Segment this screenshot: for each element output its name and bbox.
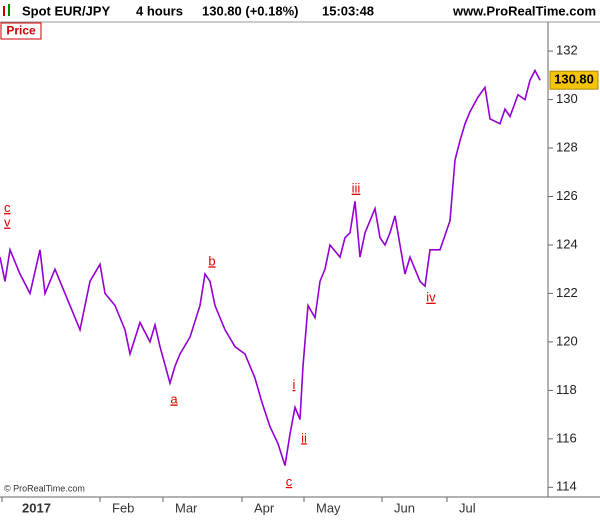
header-bar xyxy=(0,0,600,22)
y-tick-label: 126 xyxy=(556,188,578,203)
y-tick-label: 116 xyxy=(556,430,577,445)
x-tick-label: Mar xyxy=(175,500,198,515)
y-tick-label: 130 xyxy=(556,91,578,106)
y-tick-label: 118 xyxy=(556,382,577,397)
y-tick-label: 128 xyxy=(556,139,578,154)
wave-label: iv xyxy=(426,290,436,305)
price-line xyxy=(0,68,541,466)
panel-label-box xyxy=(0,22,42,40)
icon xyxy=(8,4,10,16)
x-tick-label: Apr xyxy=(254,500,275,515)
wave-label: b xyxy=(208,253,215,268)
y-tick-label: 124 xyxy=(556,236,578,251)
wave-label: c xyxy=(286,474,293,489)
wave-label: a xyxy=(170,391,178,406)
wave-label: ii xyxy=(301,430,307,445)
title: Spot EUR/JPY xyxy=(22,3,110,18)
x-tick-label: Feb xyxy=(112,500,134,515)
icon xyxy=(3,6,5,16)
source: www.ProRealTime.com xyxy=(452,3,596,18)
y-tick-label: 114 xyxy=(556,479,577,494)
time: 15:03:48 xyxy=(322,3,374,18)
x-tick-label: Jul xyxy=(459,500,476,515)
y-tick-label: 120 xyxy=(556,333,578,348)
quote: 130.80 (+0.18%) xyxy=(202,3,298,18)
wave-label: i xyxy=(293,377,296,392)
panel-label: Price xyxy=(6,24,36,38)
last-value-label: 130.80 xyxy=(554,72,594,87)
last-value-box xyxy=(549,70,599,90)
y-tick-label: 122 xyxy=(556,285,578,300)
y-tick-label: 132 xyxy=(556,43,578,58)
wave-label: iii xyxy=(352,181,361,196)
x-tick-label: Jun xyxy=(394,500,415,515)
wave-label: v xyxy=(4,215,11,230)
copyright: © ProRealTime.com xyxy=(4,483,85,493)
wave-label: c xyxy=(4,200,11,215)
x-tick-label: 2017 xyxy=(22,500,51,515)
x-tick-label: May xyxy=(316,500,341,515)
timeframe: 4 hours xyxy=(136,3,183,18)
